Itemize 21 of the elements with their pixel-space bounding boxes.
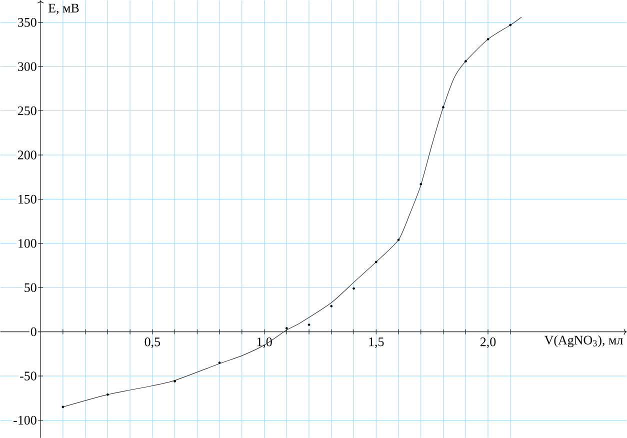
y-tick-label: 250 (18, 106, 36, 116)
x-tick-label: 1,5 (369, 337, 384, 348)
point (308, 323, 310, 326)
point (106, 393, 109, 396)
x-axis-title: V(AgNO$_{3}$), мл (544, 335, 623, 348)
y-tick-label: 300 (18, 62, 36, 71)
line-series (62, 16, 522, 408)
y-tick-label: -50 (20, 372, 36, 380)
y-tick-label: 200 (18, 150, 36, 160)
y-axis-title: E, мВ (48, 4, 79, 14)
point (285, 326, 288, 330)
y-tick-label: 150 (18, 194, 36, 204)
y-tick-label: 50 (24, 283, 36, 292)
y-tick-label: 350 (18, 18, 36, 27)
x-tick-label: 2,0 (480, 337, 496, 348)
point (486, 38, 490, 40)
x-tick-label: 0,5 (144, 337, 160, 348)
y-tick-label: 100 (18, 238, 36, 248)
y-tick-label: -100 (14, 416, 36, 424)
y-tick-label: 0 (30, 327, 36, 336)
point (509, 24, 512, 26)
